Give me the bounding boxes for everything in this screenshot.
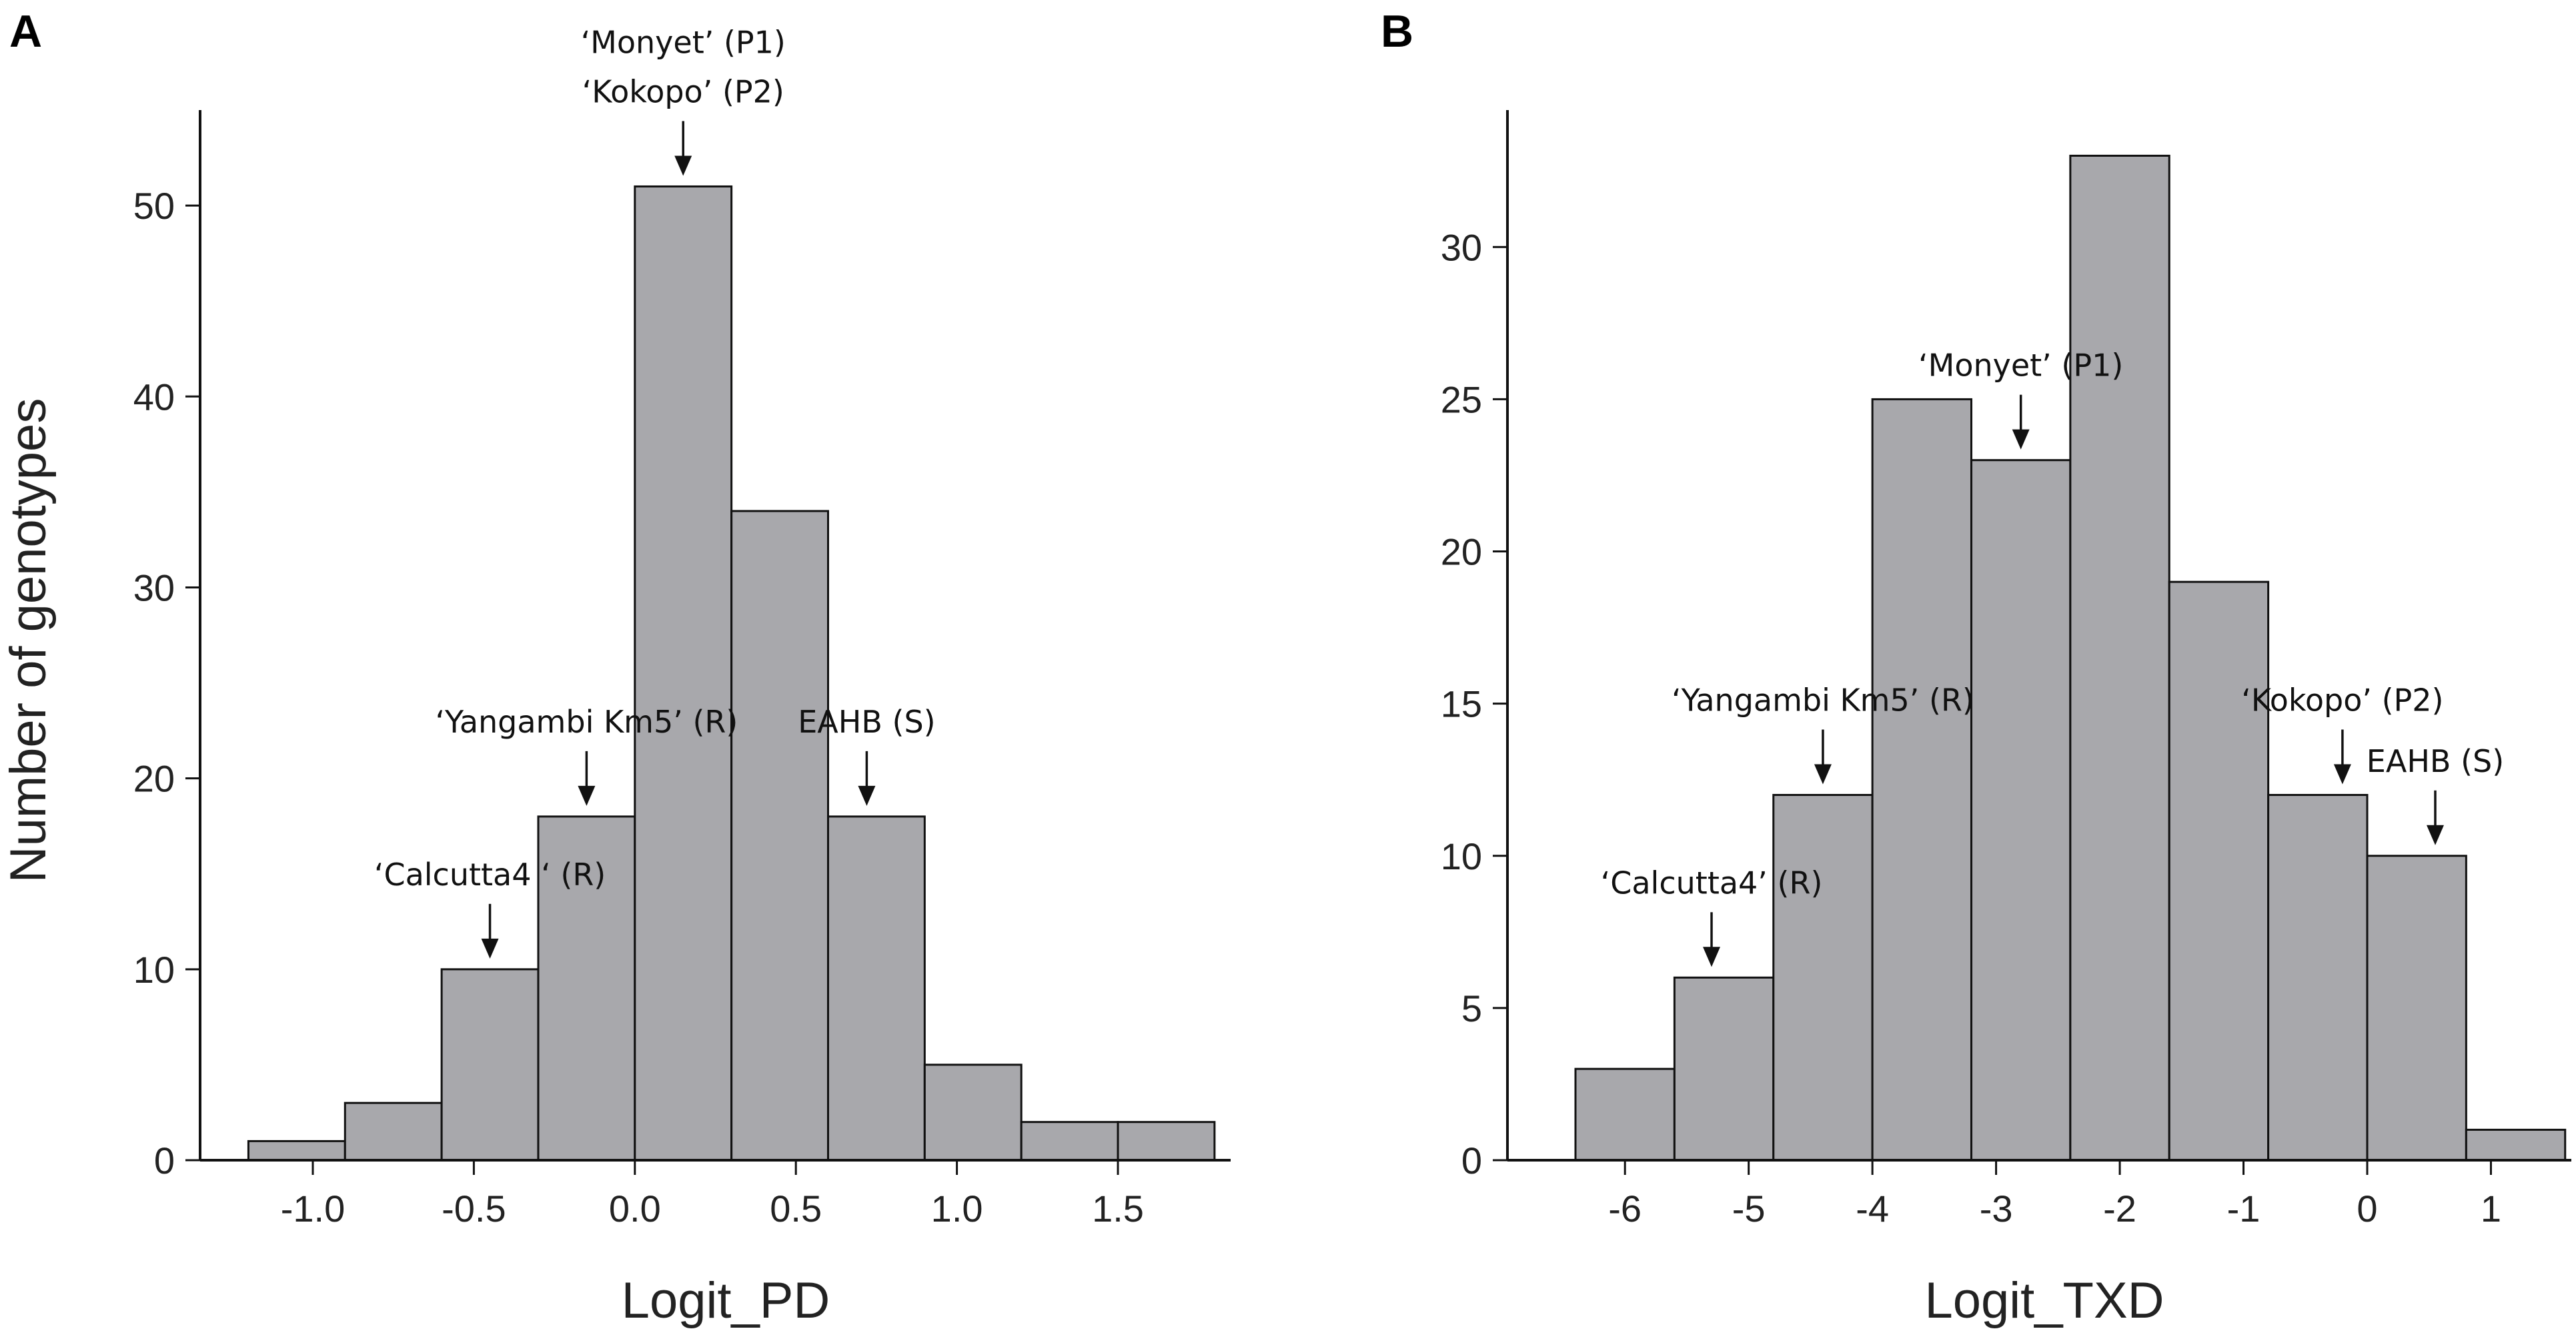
panel-a-chart: A Number of genotypes Logit_PD -1.0 -0.5 0… [0, 6, 1231, 1329]
panel-a-bar [634, 185, 733, 1162]
panel-b-letter: B [1381, 6, 1413, 57]
panel-a-bar [440, 968, 540, 1162]
panel-a-y-tick-label: 0 [154, 1140, 175, 1182]
panel-a-x-tick-label: 1.5 [1092, 1188, 1144, 1230]
panel-b-x-tick-label: -2 [2103, 1188, 2136, 1230]
panel-b-bar [1970, 459, 2072, 1162]
panel-b-bar [1871, 398, 1972, 1162]
panel-b-annotation-arrowhead-icon [2426, 825, 2444, 845]
panel-b-x-tick-label: -6 [1608, 1188, 1642, 1230]
panel-a-x-axis-label: Logit_PD [622, 1272, 830, 1329]
panel-a-y-axis-label: Number of genotypes [0, 398, 57, 883]
panel-b-y-tick-label: 25 [1441, 378, 1482, 420]
panel-b-bar [2069, 154, 2170, 1162]
panel-b-annotation-arrowhead-icon [2012, 429, 2030, 450]
panel-b-y-tick-label: 10 [1441, 835, 1482, 877]
panel-a-annotation-arrowhead-icon [578, 785, 596, 806]
panel-a-x-tick-label: 1.0 [931, 1188, 983, 1230]
panel-a-y-tick-label: 50 [133, 185, 175, 227]
panel-a-letter: A [9, 6, 42, 57]
panel-a-bar [344, 1101, 443, 1162]
panel-b-x-axis-label: Logit_TXD [1924, 1272, 2164, 1329]
panel-b-y-tick-label: 30 [1441, 226, 1482, 268]
panel-a-annotation-label: ‘Kokopo’ (P2) [582, 73, 784, 109]
panel-b-x-tick-label: 1 [2481, 1188, 2501, 1230]
panel-a-annotation-arrowhead-icon [858, 785, 876, 806]
panel-a-annotation-label: ‘Yangambi Km5’ (R) [435, 704, 738, 740]
panel-a-bar [537, 815, 636, 1162]
panel-b-bar [2267, 794, 2369, 1162]
panel-b-annotation-label: ‘Calcutta4’ (R) [1601, 865, 1823, 901]
panel-b-y-tick-label: 15 [1441, 683, 1482, 725]
panel-b-annotation-label: ‘Monyet’ (P1) [1918, 348, 2123, 384]
panel-b-bar [2168, 580, 2270, 1162]
panel-a-x-tick-label: 0.5 [770, 1188, 822, 1230]
panel-a-bar [1020, 1121, 1119, 1162]
panel-b-y-tick-label: 0 [1461, 1140, 1482, 1182]
panel-a-y-tick-label: 40 [133, 376, 175, 418]
panel-a-annotation-arrowhead-icon [674, 155, 692, 176]
panel-b-y-tick-label: 5 [1461, 987, 1482, 1029]
panel-b-annotation-arrowhead-icon [1703, 947, 1721, 967]
panel-a-annotation-arrowhead-icon [481, 938, 499, 959]
panel-b-bar [2465, 1128, 2567, 1162]
panel-b-bar [2366, 855, 2467, 1162]
panel-b-y-tick-label: 20 [1441, 531, 1482, 573]
panel-a-x-tick-label: -1.0 [281, 1188, 346, 1230]
panel-b-x-tick-label: -4 [1856, 1188, 1889, 1230]
panel-b-annotation-arrowhead-icon [2333, 764, 2351, 785]
panel-a-x-tick-label: 0.0 [609, 1188, 661, 1230]
panel-a-y-tick-label: 30 [133, 566, 175, 608]
panel-b-x-tick-label: -3 [1980, 1188, 2013, 1230]
panel-a-annotation-label: EAHB (S) [798, 704, 935, 740]
panel-b-bar [1772, 794, 1874, 1162]
panel-b-x-tick-label: -5 [1732, 1188, 1766, 1230]
panel-a-bar [923, 1063, 1023, 1162]
panel-a-bar [826, 815, 926, 1162]
panel-b-annotation-arrowhead-icon [1814, 764, 1832, 785]
panel-b-bar [1673, 976, 1775, 1162]
panel-a-y-tick-label: 20 [133, 758, 175, 800]
panel-a-x-tick-label: -0.5 [442, 1188, 506, 1230]
panel-b-x-tick-label: -1 [2227, 1188, 2261, 1230]
panel-a-y-tick-label: 10 [133, 949, 175, 991]
panel-a-bar [730, 510, 829, 1162]
panel-b-annotation-label: EAHB (S) [2367, 743, 2504, 779]
panel-b-annotation-label: ‘Yangambi Km5’ (R) [1672, 683, 1974, 719]
panel-b-annotation-label: ‘Kokopo’ (P2) [2241, 683, 2443, 719]
panel-b-bar [1574, 1067, 1676, 1162]
panel-a-bar [247, 1140, 346, 1162]
panel-a-bar [1117, 1121, 1216, 1162]
panel-b-x-tick-label: 0 [2357, 1188, 2377, 1230]
panel-a-annotation-label: ‘Monyet’ (P1) [581, 24, 786, 60]
panel-a-annotation-label: ‘Calcutta4 ‘ (R) [374, 857, 606, 893]
